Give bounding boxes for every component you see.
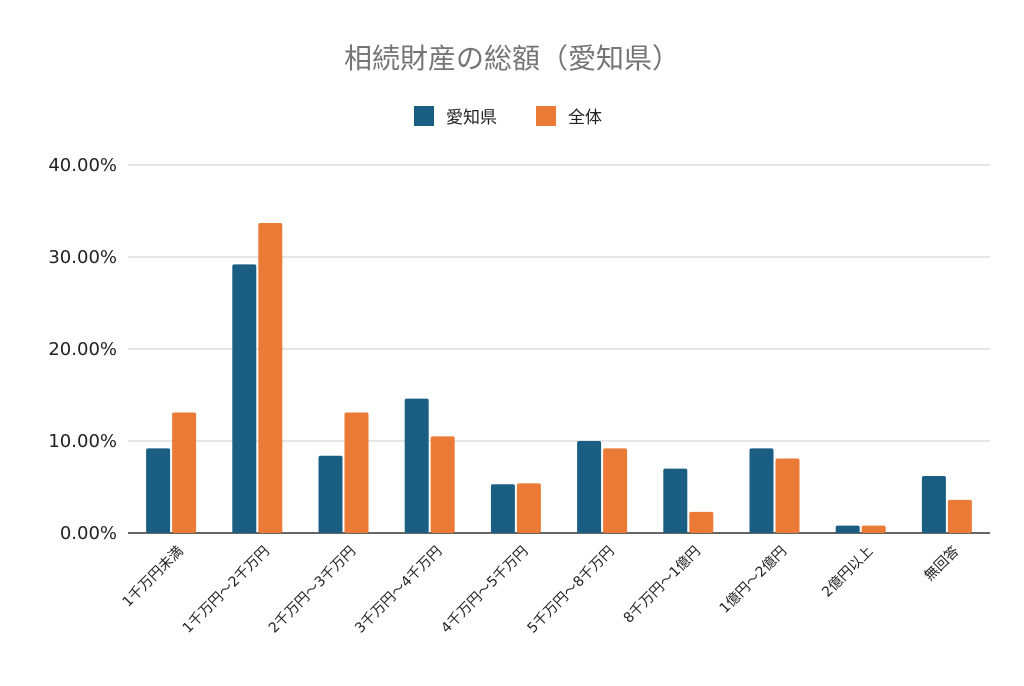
x-tick-label: 無回答 (921, 543, 963, 585)
legend-swatch-overall (536, 106, 556, 126)
bar-aichi (146, 448, 171, 533)
gridlines (128, 164, 990, 534)
bar-overall (775, 458, 800, 533)
x-tick-label: 3千万円～4千万円 (352, 543, 445, 636)
bar-aichi (232, 264, 257, 533)
x-tick-label: 1億円～2億円 (717, 543, 790, 616)
y-axis-ticks: 0.00% 10.00% 20.00% 30.00% 40.00% (48, 155, 117, 544)
y-tick-label: 10.00% (48, 431, 117, 452)
legend-label-overall: 全体 (568, 108, 602, 128)
bar-overall (172, 412, 197, 533)
x-tick-label: 2億円以上 (819, 543, 876, 600)
bar-overall (344, 412, 369, 533)
bar-aichi (835, 525, 860, 533)
bar-overall (689, 511, 714, 533)
bar-aichi (921, 475, 946, 533)
bars (146, 222, 972, 533)
bar-aichi (749, 448, 774, 533)
x-tick-label: 1千万円～2千万円 (180, 543, 273, 636)
x-axis-ticks: 1千万円未満1千万円～2千万円2千万円～3千万円3千万円～4千万円4千万円～5千… (120, 543, 963, 637)
bar-aichi (663, 468, 688, 533)
bar-overall (947, 499, 972, 533)
bar-overall (430, 436, 455, 533)
x-tick-label: 8千万円～1億円 (621, 543, 704, 626)
legend: 愛知県 全体 (414, 106, 602, 128)
x-tick-label: 5千万円～8千万円 (524, 543, 617, 636)
bar-overall (516, 483, 541, 533)
x-tick-label: 2千万円～3千万円 (266, 543, 359, 636)
bar-aichi (318, 455, 343, 533)
bar-overall (861, 525, 886, 533)
x-tick-label: 4千万円～5千万円 (438, 543, 531, 636)
y-tick-label: 20.00% (48, 339, 117, 360)
y-tick-label: 0.00% (60, 523, 117, 544)
bar-aichi (404, 398, 429, 533)
y-tick-label: 40.00% (48, 155, 117, 176)
y-tick-label: 30.00% (48, 247, 117, 268)
bar-overall (258, 222, 283, 533)
bar-aichi (577, 441, 602, 533)
bar-aichi (490, 484, 515, 533)
legend-label-aichi: 愛知県 (446, 108, 497, 128)
bar-overall (603, 448, 628, 533)
legend-swatch-aichi (414, 106, 434, 126)
chart-title: 相続財産の総額（愛知県） (344, 42, 680, 75)
x-tick-label: 1千万円未満 (120, 543, 187, 610)
